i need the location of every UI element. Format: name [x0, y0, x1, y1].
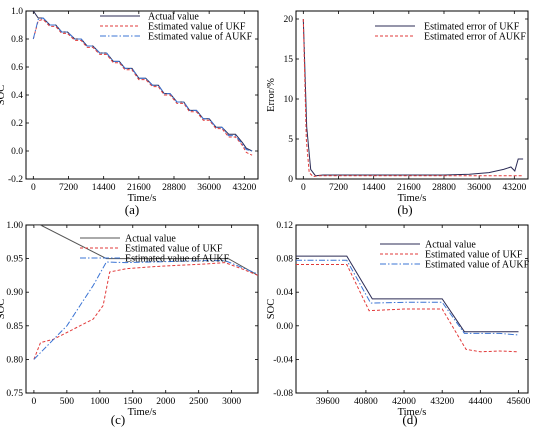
x-tick-label: 0: [32, 397, 37, 407]
x-axis-label: Time/s: [398, 407, 427, 418]
legend-label: Estimated value of UKF: [125, 244, 223, 255]
y-tick-label: -0.08: [273, 389, 293, 399]
legend-label: Actual value: [425, 240, 476, 251]
panel-label: (c): [111, 412, 125, 427]
y-tick-label: 0.95: [6, 255, 23, 265]
x-tick-label: 21600: [397, 183, 421, 193]
legend-label: Estimated value of AUKF: [148, 32, 253, 43]
x-tick-label: 43200: [430, 397, 454, 407]
y-tick-label: 0.8: [11, 35, 23, 45]
y-tick-label: 0.08: [276, 255, 293, 265]
legend-label: Estimated error of AUKF: [424, 32, 526, 43]
y-tick-label: 0.80: [6, 355, 23, 365]
x-tick-label: 43200: [502, 183, 526, 193]
y-tick-label: 0.4: [11, 91, 23, 101]
plot-frame: [295, 10, 529, 180]
y-tick-label: 0.12: [276, 221, 293, 231]
chart-d: 39600 40800 42000 43200 44400 45600 -0.08 -0.04…: [266, 221, 531, 427]
x-tick-label: 1500: [123, 397, 142, 407]
x-tick-label: 0: [31, 183, 36, 193]
x-tick-label: 14400: [362, 183, 386, 193]
legend-label: Actual value: [125, 234, 176, 245]
legend-label: Actual value: [148, 12, 199, 23]
x-tick-label: 3000: [222, 397, 241, 407]
y-tick-label: -0.2: [8, 175, 23, 185]
x-tick-label: 2500: [189, 397, 208, 407]
series-line-3: [32, 17, 253, 152]
x-tick-label: 28800: [162, 183, 186, 193]
x-tick-label: 7200: [59, 183, 78, 193]
x-tick-label: 14400: [92, 183, 116, 193]
y-tick-label: 0.00: [276, 322, 293, 332]
y-tick-label: 5: [288, 135, 293, 145]
x-axis-label: Time/s: [128, 193, 157, 204]
y-axis-label: Error/%: [266, 78, 277, 112]
plot-frame: [25, 224, 259, 394]
x-tick-label: 28800: [432, 183, 456, 193]
y-tick-label: 0.75: [6, 389, 23, 399]
legend-label: Estimated value of UKF: [148, 22, 246, 33]
x-tick-label: 1000: [90, 397, 109, 407]
y-tick-label: 10: [284, 95, 294, 105]
series-line-2: [302, 18, 524, 178]
y-tick-label: 1.0: [11, 7, 23, 17]
panel-label: (b): [397, 202, 412, 217]
x-tick-label: 44400: [468, 397, 492, 407]
y-tick-label: 0.90: [6, 288, 23, 298]
y-tick-label: 0.6: [11, 63, 23, 73]
y-tick-label: 1.00: [6, 221, 23, 231]
series-line-1: [33, 225, 258, 276]
y-tick-label: 0.85: [6, 322, 23, 332]
y-tick-label: -0.04: [273, 355, 293, 365]
y-tick-label: 0: [288, 175, 293, 185]
plot-frame: [295, 224, 529, 394]
chart-a: 0 7200 14400 21600 28800 36000 43200 -0.2 0.0 0.2…: [0, 7, 259, 217]
x-axis-label: Time/s: [128, 407, 157, 418]
y-tick-label: 20: [284, 15, 294, 25]
legend-label: Estimated value of AUKF: [125, 254, 230, 265]
chart-c: 0 500 1000 1500 2000 2500 3000 0.75 0.80 0.85 0.90…: [0, 221, 259, 427]
y-tick-label: 15: [284, 55, 294, 65]
x-tick-label: 7200: [329, 183, 348, 193]
x-tick-label: 40800: [354, 397, 378, 407]
series-line-1: [296, 255, 519, 333]
x-tick-label: 36000: [467, 183, 491, 193]
series-line-2: [33, 262, 258, 360]
series-line-1: [302, 18, 524, 177]
legend-label: Estimated value of UKF: [425, 250, 523, 261]
y-axis-label: SOC: [266, 299, 277, 319]
panel-label: (a): [125, 202, 139, 217]
y-axis-label: SOC: [0, 85, 7, 105]
series-line-3: [296, 259, 519, 336]
panel-label: (d): [402, 412, 417, 427]
x-tick-label: 500: [60, 397, 75, 407]
series-line-3: [33, 260, 258, 360]
y-tick-label: 0.04: [276, 288, 293, 298]
legend-label: Estimated value of AUKF: [425, 260, 530, 271]
x-tick-label: 43200: [232, 183, 256, 193]
x-tick-label: 0: [301, 183, 306, 193]
series-line-2: [32, 18, 253, 156]
x-tick-label: 45600: [507, 397, 531, 407]
x-tick-label: 36000: [197, 183, 221, 193]
y-axis-label: SOC: [0, 299, 7, 319]
y-tick-label: 0.0: [11, 147, 23, 157]
x-axis-label: Time/s: [398, 193, 427, 204]
y-tick-label: 0.2: [11, 119, 23, 129]
x-tick-label: 21600: [127, 183, 151, 193]
series-line-2: [296, 264, 519, 353]
x-tick-label: 39600: [316, 397, 340, 407]
x-tick-label: 2000: [156, 397, 175, 407]
x-tick-label: 42000: [392, 397, 416, 407]
chart-b: 0 7200 14400 21600 28800 36000 43200 0 5 10 15 20 Ti…: [266, 10, 529, 217]
legend-label: Estimated error of UKF: [424, 22, 520, 33]
